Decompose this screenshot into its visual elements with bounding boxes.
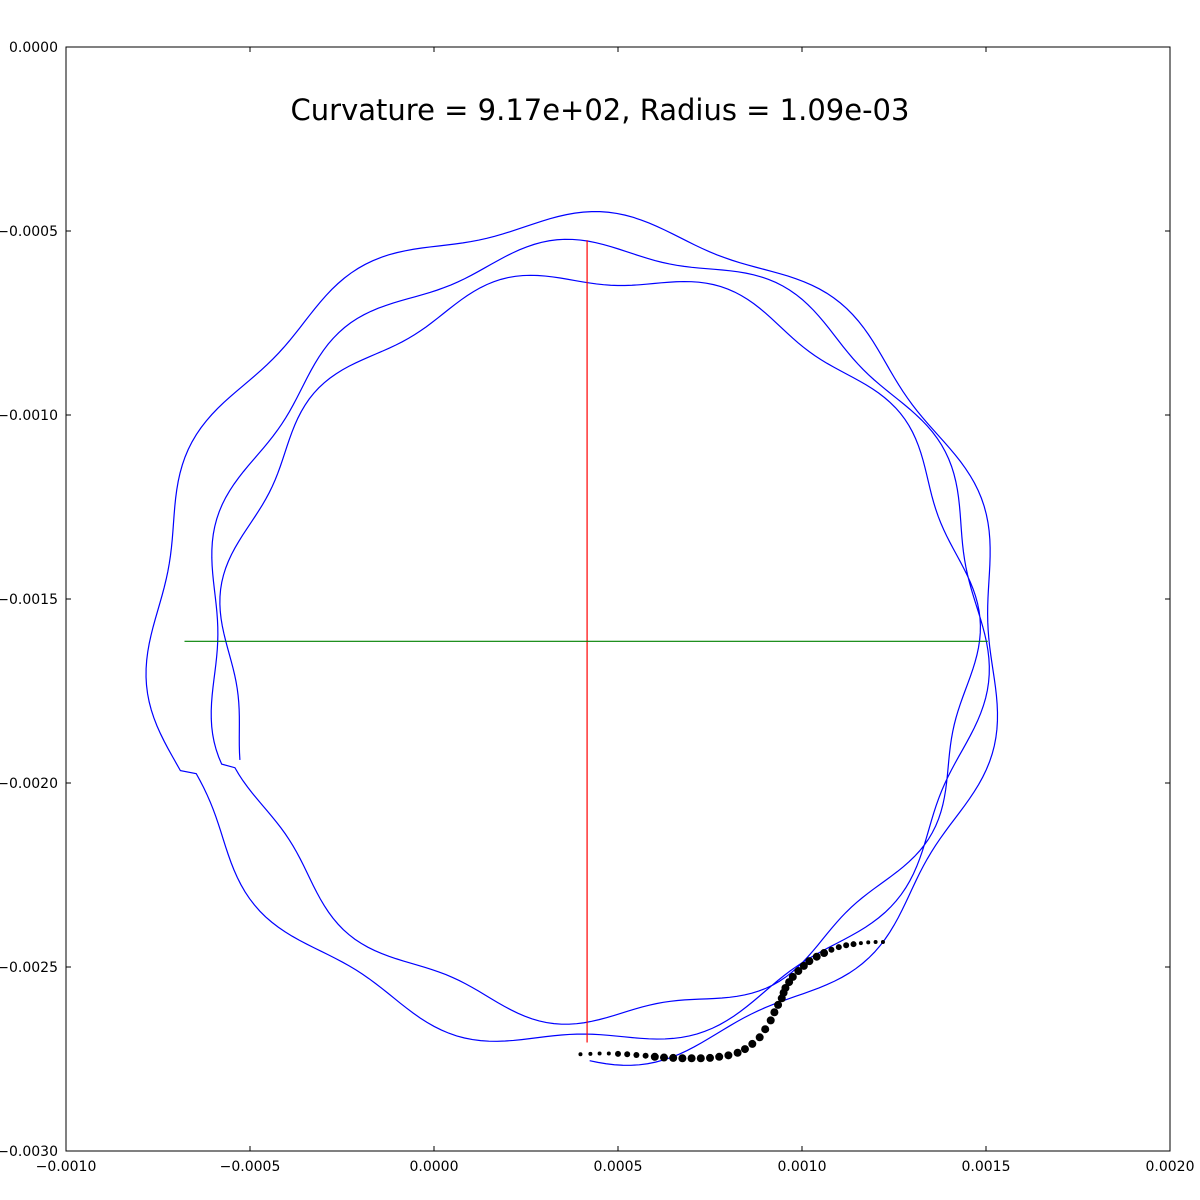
data-point — [748, 1039, 757, 1048]
data-point — [761, 1025, 770, 1034]
data-point — [820, 949, 829, 958]
plot-area — [145, 211, 999, 1066]
chart-title: Curvature = 9.17e+02, Radius = 1.09e-03 — [291, 93, 910, 127]
data-point — [828, 946, 835, 953]
data-point — [835, 944, 842, 951]
data-point — [843, 942, 850, 949]
data-point — [850, 941, 857, 948]
y-tick-label: −0.0010 — [0, 408, 58, 424]
data-point — [794, 967, 803, 976]
y-tick-label: −0.0025 — [0, 960, 58, 976]
data-point — [715, 1052, 724, 1061]
data-point — [669, 1053, 678, 1062]
data-point — [799, 961, 808, 970]
data-point — [696, 1054, 705, 1063]
data-point — [650, 1052, 659, 1061]
data-point — [733, 1048, 742, 1057]
data-point — [597, 1051, 602, 1056]
data-point — [633, 1051, 640, 1058]
data-point — [766, 1016, 775, 1025]
x-tick-label: 0.0015 — [962, 1159, 1011, 1175]
data-point — [588, 1051, 593, 1056]
data-point — [873, 939, 878, 944]
data-point — [805, 957, 814, 966]
y-tick-label: −0.0005 — [0, 224, 58, 240]
data-point — [624, 1051, 631, 1058]
y-tick-label: 0.0000 — [9, 40, 58, 56]
data-point — [724, 1051, 733, 1060]
data-point — [578, 1052, 583, 1057]
x-tick-label: 0.0010 — [778, 1159, 827, 1175]
data-point — [615, 1050, 621, 1057]
y-tick-label: −0.0030 — [0, 1144, 58, 1160]
x-tick-label: 0.0005 — [594, 1159, 643, 1175]
y-tick-label: −0.0020 — [0, 776, 58, 792]
x-tick-label: 0.0020 — [1146, 1159, 1195, 1175]
data-point — [642, 1052, 649, 1059]
plot-content — [145, 211, 999, 1066]
data-point — [770, 1008, 779, 1017]
trajectory-line — [145, 211, 999, 1066]
data-point — [660, 1053, 668, 1062]
data-point — [774, 1000, 783, 1009]
axis-ticks: −0.0010 −0.0005 0.0000 0.0005 0.0010 0.0015 0.… — [0, 40, 1195, 1175]
x-tick-label: 0.0000 — [410, 1159, 459, 1175]
data-point — [606, 1051, 611, 1056]
data-point — [812, 952, 821, 961]
x-tick-label: −0.0010 — [36, 1159, 97, 1175]
data-point — [858, 941, 863, 946]
data-point — [788, 972, 797, 981]
data-point — [687, 1054, 696, 1063]
data-point — [755, 1033, 764, 1042]
x-tick-label: −0.0005 — [220, 1159, 281, 1175]
data-point — [706, 1053, 714, 1062]
data-point — [678, 1054, 687, 1063]
data-point — [880, 939, 885, 944]
y-tick-label: −0.0015 — [0, 592, 58, 608]
data-point — [781, 983, 790, 992]
data-point — [740, 1045, 749, 1054]
data-point — [866, 940, 871, 945]
